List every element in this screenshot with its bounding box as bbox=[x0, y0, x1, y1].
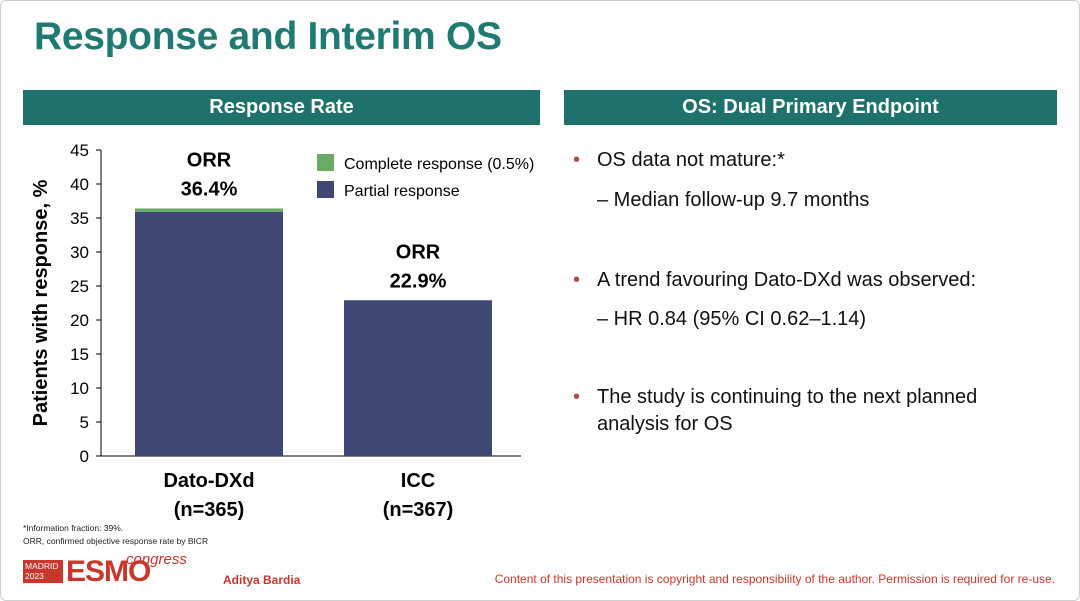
footnote-2: ORR, confirmed objective response rate b… bbox=[23, 536, 209, 546]
bullet-3-text: The study is continuing to the next plan… bbox=[597, 386, 978, 435]
bar-dato-dxd-series-0 bbox=[135, 211, 283, 456]
response-rate-chart: 0 5 10 15 20 25 30 35 40 45 Patients with response… bbox=[30, 141, 534, 521]
y-axis-label: Patients with response, % bbox=[30, 179, 52, 426]
y-tick-label: 25 bbox=[70, 277, 89, 296]
slide-title: Response and Interim OS bbox=[34, 15, 502, 58]
bar-dato-dxd-series-1 bbox=[135, 208, 283, 212]
y-tick-label: 40 bbox=[70, 175, 89, 194]
x-axis-labels: Dato-DXd (n=365) ICC (n=367) bbox=[163, 470, 453, 521]
bars bbox=[135, 208, 492, 456]
y-tick-label: 20 bbox=[70, 311, 89, 330]
bullet-3: • The study is continuing to the next pl… bbox=[573, 384, 1037, 438]
orr-label: ORR bbox=[396, 241, 441, 263]
y-tick-label: 15 bbox=[70, 345, 89, 364]
orr-value: 22.9% bbox=[390, 270, 447, 292]
y-tick-label: 0 bbox=[80, 447, 89, 466]
x-category-label: ICC bbox=[401, 470, 435, 492]
chart-legend: Complete response (0.5%) Partial response bbox=[317, 154, 534, 200]
logo-tag: MADRID 2023 bbox=[23, 560, 63, 583]
bullet-dot: • bbox=[573, 386, 581, 408]
y-tick-label: 35 bbox=[70, 209, 89, 228]
y-tick-label: 30 bbox=[70, 243, 89, 262]
os-header: OS: Dual Primary Endpoint bbox=[564, 90, 1057, 125]
esmo-logo: MADRID 2023 ESMO congress bbox=[23, 551, 187, 588]
bar-icc-series-0 bbox=[344, 300, 492, 456]
orr-value: 36.4% bbox=[181, 178, 238, 200]
legend-label: Partial response bbox=[344, 183, 460, 200]
bullet-2-sub: – HR 0.84 (95% CI 0.62–1.14) bbox=[597, 308, 867, 330]
x-category-sublabel: (n=367) bbox=[383, 499, 454, 521]
bullet-dot: • bbox=[573, 269, 581, 291]
x-category-sublabel: (n=365) bbox=[174, 499, 245, 521]
bar-labels: ORR 36.4% ORR 22.9% bbox=[181, 149, 447, 292]
footnote-1: *Information fraction: 39%. bbox=[23, 523, 124, 533]
y-tick-label: 10 bbox=[70, 379, 89, 398]
legend-label: Complete response (0.5%) bbox=[344, 156, 534, 173]
bullet-2-text: A trend favouring Dato-DXd was observed: bbox=[597, 269, 977, 291]
logo-brand: ESMO bbox=[66, 555, 151, 588]
bullet-2: • A trend favouring Dato-DXd was observe… bbox=[573, 267, 1037, 294]
y-axis: 0 5 10 15 20 25 30 35 40 45 Patients with response… bbox=[30, 141, 521, 466]
y-tick-label: 45 bbox=[70, 141, 89, 160]
bullet-1-text: OS data not mature:* bbox=[597, 149, 785, 171]
x-category-label: Dato-DXd bbox=[163, 470, 254, 492]
copyright-notice: Content of this presentation is copyrigh… bbox=[494, 572, 1055, 586]
bullet-1-sub: – Median follow-up 9.7 months bbox=[597, 189, 870, 211]
logo-congress: congress bbox=[126, 551, 187, 568]
bullet-dot: • bbox=[573, 149, 581, 171]
y-tick-label: 5 bbox=[80, 413, 89, 432]
legend-swatch bbox=[317, 181, 334, 198]
author-name: Aditya Bardia bbox=[223, 573, 301, 587]
bullet-1: • OS data not mature:* bbox=[573, 147, 1037, 174]
legend-swatch bbox=[317, 154, 334, 171]
response-rate-header: Response Rate bbox=[23, 90, 540, 125]
orr-label: ORR bbox=[187, 149, 232, 171]
